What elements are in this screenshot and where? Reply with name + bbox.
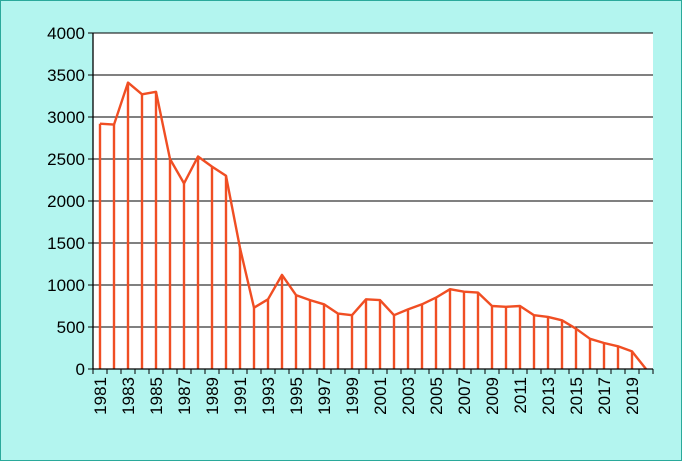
x-tick-label: 2015	[567, 377, 586, 415]
x-tick-label: 2005	[427, 377, 446, 415]
x-tick-label: 1987	[175, 377, 194, 415]
x-tick-label: 1981	[91, 377, 110, 415]
x-tick-label: 1991	[231, 377, 250, 415]
y-axis-labels: 0 500 1000 1500 2000 2500 3000 3500 4000	[47, 24, 85, 379]
y-tick-label: 4000	[47, 24, 85, 43]
x-tick-label: 1985	[147, 377, 166, 415]
y-tick-label: 1500	[47, 234, 85, 253]
series-bars	[98, 81, 647, 370]
x-tick-label: 2001	[371, 377, 390, 415]
grid-lines	[93, 32, 653, 328]
x-tick-label: 1997	[315, 377, 334, 415]
y-tick-label: 1000	[47, 276, 85, 295]
x-tick-label: 1995	[287, 377, 306, 415]
x-tick-label: 2011	[511, 377, 530, 414]
x-axis-labels: 1981 1983 1985 1987 1989 1991 1993 1995 1997 1999…	[91, 377, 642, 415]
y-tick-label: 0	[76, 360, 85, 379]
y-tick-label: 3000	[47, 108, 85, 127]
x-tick-label: 1999	[343, 377, 362, 415]
y-tick-label: 500	[57, 318, 85, 337]
x-tick-label: 2009	[483, 377, 502, 415]
x-tick-label: 1989	[203, 377, 222, 415]
axes	[88, 32, 654, 374]
x-tick-label: 2003	[399, 377, 418, 415]
y-tick-label: 3500	[47, 66, 85, 85]
x-tick-label: 2007	[455, 377, 474, 415]
x-tick-label: 2013	[539, 377, 558, 415]
x-tick-label: 1993	[259, 377, 278, 415]
x-tick-label: 2019	[623, 377, 642, 415]
series-line	[99, 81, 647, 370]
x-tick-label: 2017	[595, 377, 614, 415]
y-tick-label: 2000	[47, 192, 85, 211]
y-tick-label: 2500	[47, 150, 85, 169]
x-tick-label: 1983	[119, 377, 138, 415]
